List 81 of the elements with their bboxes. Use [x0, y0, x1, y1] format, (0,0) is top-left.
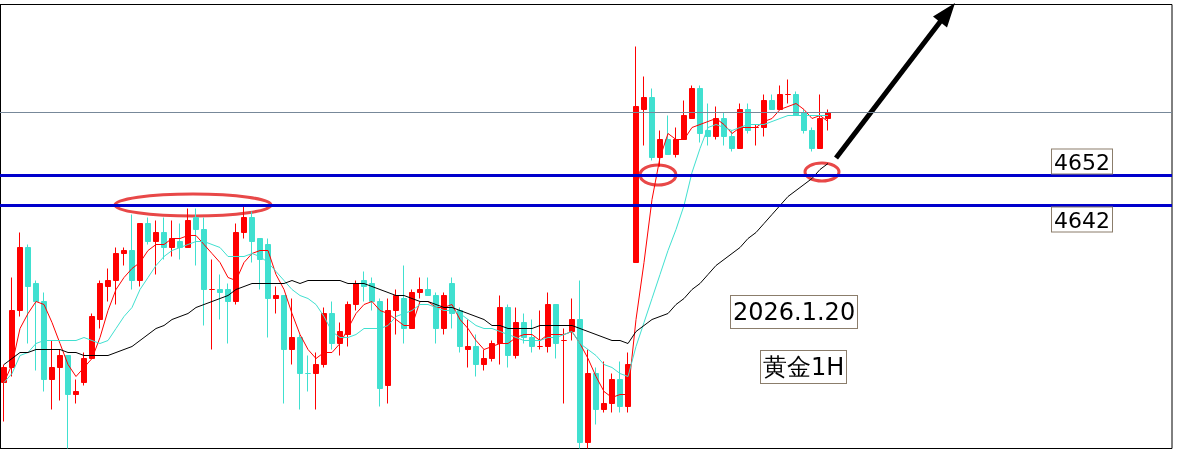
candlestick [153, 220, 159, 275]
candlestick [185, 208, 191, 248]
candlestick [297, 334, 303, 410]
annotation: 黄金1H [760, 350, 848, 384]
candlestick [393, 289, 399, 335]
candlestick [353, 280, 359, 311]
candlestick [25, 244, 31, 344]
ref-line-label: 4642 [1054, 208, 1110, 233]
candlestick [641, 76, 647, 146]
candlestick [417, 277, 423, 299]
candlestick [265, 238, 271, 338]
candlestick [753, 124, 759, 146]
candlestick [137, 223, 143, 287]
candlestick [433, 292, 439, 344]
candlestick [65, 355, 71, 449]
candlestick [505, 304, 511, 368]
candlestick [425, 277, 431, 296]
candlestick [569, 298, 575, 341]
candlestick [121, 247, 127, 266]
candlestick [321, 307, 327, 368]
candlestick [337, 322, 343, 356]
candlestick [257, 238, 263, 290]
candlestick [785, 79, 791, 104]
candlestick [169, 220, 175, 257]
candlestick [209, 259, 215, 350]
candlestick [401, 265, 407, 344]
candlestick [537, 310, 543, 350]
candlestick [113, 247, 119, 305]
candlestick [17, 232, 23, 317]
candlestick [33, 280, 39, 371]
candlestick [345, 301, 351, 347]
candlestick [105, 268, 111, 302]
candlestick [729, 130, 735, 152]
candlestick [673, 127, 679, 158]
candlestick [633, 46, 639, 263]
candlestick [193, 208, 199, 266]
candlestick [129, 214, 135, 290]
candlestick [81, 352, 87, 386]
candlestick [97, 280, 103, 329]
candlestick [497, 295, 503, 365]
candlestick [217, 274, 223, 320]
candlestick [529, 319, 535, 353]
candlestick [177, 223, 183, 260]
ref-line-label: 4652 [1054, 150, 1110, 175]
candlestick [73, 379, 79, 404]
candlestick [513, 307, 519, 359]
annotation: 2026.1.20 [730, 295, 859, 329]
candlestick [441, 292, 447, 335]
candlestick [49, 340, 55, 410]
candlestick [553, 304, 559, 359]
candlestick [649, 88, 655, 161]
candlestick [449, 277, 455, 329]
candlestick [9, 277, 15, 377]
candlestick [561, 328, 567, 404]
candlestick [161, 217, 167, 260]
candlestick [241, 205, 247, 239]
candlestick [201, 217, 207, 326]
candlestick [809, 127, 815, 152]
candlestick [145, 217, 151, 245]
candlestick [769, 94, 775, 110]
candlestick [249, 211, 255, 263]
candlestick [289, 298, 295, 365]
candlestick [329, 301, 335, 350]
candlestick [473, 334, 479, 377]
candlestick [697, 85, 703, 143]
candlestick [225, 283, 231, 344]
candlestick [657, 130, 663, 167]
candlestick [665, 115, 671, 155]
candlestick [281, 295, 287, 404]
candlestick [305, 355, 311, 392]
candlestick [465, 319, 471, 368]
candlestick [273, 286, 279, 314]
candlestick [369, 277, 375, 311]
candlestick [593, 367, 599, 425]
candlestick [545, 292, 551, 353]
candlestick [489, 340, 495, 362]
candlestick [689, 85, 695, 119]
candlestick [233, 223, 239, 305]
candlestick [89, 313, 95, 359]
candlestick [713, 106, 719, 140]
candlestick [481, 349, 487, 371]
